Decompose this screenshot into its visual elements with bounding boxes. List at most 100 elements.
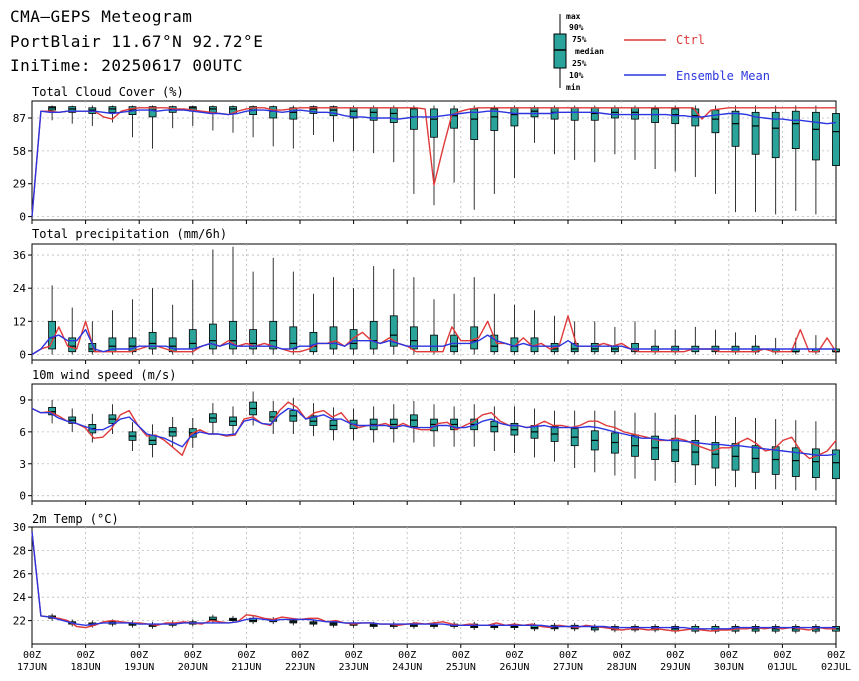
box-body	[651, 108, 659, 123]
x-tick-label-hour: 00Z	[720, 650, 738, 661]
x-tick-label-date: 26JUN	[499, 662, 529, 673]
box-plot	[570, 105, 579, 160]
box-body	[409, 108, 418, 130]
y-tick-label: 0	[19, 348, 26, 361]
box-plot	[691, 326, 700, 355]
ensemble-mean-line	[31, 531, 836, 630]
box-body	[832, 449, 840, 480]
x-tick-label-hour: 00Z	[77, 650, 95, 661]
x-tick-label-date: 27JUN	[553, 662, 583, 673]
x-tick-label-date: 18JUN	[71, 662, 101, 673]
box-plot	[329, 407, 338, 441]
x-tick-label-date: 25JUN	[446, 662, 476, 673]
panel-title-cloud: Total Cloud Cover (%)	[32, 85, 184, 99]
box-plot	[832, 337, 840, 355]
box-body	[570, 107, 579, 121]
box-plot	[148, 424, 157, 458]
legend-25-label: 25%	[572, 59, 587, 68]
box-body	[148, 331, 157, 350]
y-tick-label: 87	[13, 112, 26, 125]
panel-temp: 22 24 26 28 30	[13, 521, 840, 648]
box-body	[309, 106, 318, 114]
box-plot	[369, 406, 378, 443]
box-plot	[470, 105, 479, 210]
chart-title: CMA—GEPS Meteogram	[10, 7, 193, 26]
box-plot	[349, 105, 358, 151]
box-plot	[510, 304, 519, 355]
legend-median-label: median	[575, 47, 604, 56]
y-tick-label: 29	[13, 178, 26, 191]
box-plot	[289, 397, 298, 434]
ctrl-legend-label: Ctrl	[676, 33, 705, 47]
box-body	[369, 320, 378, 350]
box-plot	[711, 415, 720, 487]
box-plot	[249, 615, 258, 625]
box-body	[490, 108, 499, 131]
box-plot	[208, 105, 217, 131]
box-plot	[188, 279, 197, 355]
box-plot	[671, 624, 680, 634]
box-plot	[671, 329, 680, 355]
box-plot	[289, 271, 298, 355]
box-plot	[389, 105, 398, 163]
box-plot	[510, 406, 519, 454]
box-body	[832, 113, 840, 167]
y-tick-label: 28	[13, 544, 26, 557]
box-body	[711, 109, 720, 134]
box-plot	[791, 420, 800, 491]
box-body	[711, 442, 720, 469]
box-plot	[611, 410, 619, 476]
box-plot	[570, 410, 579, 469]
box-plot	[108, 404, 117, 434]
y-tick-label: 24	[13, 591, 27, 604]
y-tick-label: 36	[13, 249, 26, 262]
box-plot	[530, 105, 539, 143]
y-tick-label: 0	[19, 490, 26, 503]
x-tick-label-date: 24JUN	[392, 662, 422, 673]
box-body	[430, 334, 438, 353]
box-body	[389, 107, 398, 123]
x-tick-label-hour: 00Z	[827, 650, 845, 661]
station-location: PortBlair 11.67°N 92.72°E	[10, 32, 264, 51]
legend-lines	[624, 39, 666, 76]
box-plot	[309, 403, 318, 437]
panel-title-wind: 10m wind speed (m/s)	[32, 368, 177, 382]
panel-precip: 0 12 24 36	[13, 243, 840, 364]
box-plot	[751, 418, 760, 490]
x-tick-label-date: 29JUN	[660, 662, 690, 673]
legend-min-label: min	[566, 83, 581, 92]
box-plot	[590, 105, 599, 163]
x-tick-label-hour: 00Z	[559, 650, 577, 661]
box-plot	[791, 105, 800, 211]
box-plot	[530, 310, 539, 355]
box-body	[791, 447, 800, 477]
legend-90-label: 90%	[569, 23, 584, 32]
box-plot	[550, 410, 559, 462]
init-time: IniTime: 20250617 00UTC	[10, 56, 244, 75]
box-plot	[711, 105, 720, 194]
y-tick-label: 26	[13, 568, 26, 581]
box-plot	[590, 410, 599, 473]
box-plot	[128, 299, 137, 355]
box-body	[812, 448, 820, 478]
box-plot	[148, 105, 157, 149]
y-tick-label: 24	[13, 282, 27, 295]
box-plot	[631, 105, 639, 160]
box-plot	[832, 105, 840, 215]
box-body	[430, 108, 438, 138]
box-body	[389, 315, 398, 347]
x-tick-label-hour: 00Z	[398, 650, 416, 661]
ctrl-line	[31, 107, 836, 217]
box-body	[470, 108, 479, 140]
x-tick-label-date: 20JUN	[178, 662, 208, 673]
box-plot	[208, 249, 217, 355]
box-plot	[68, 408, 77, 432]
y-tick-label: 9	[19, 394, 26, 407]
box-plot	[229, 246, 237, 355]
box-plot	[229, 406, 237, 437]
box-plot	[771, 419, 780, 490]
box-body	[731, 110, 740, 147]
x-tick-label-hour: 00Z	[237, 650, 255, 661]
x-tick-label-hour: 00Z	[773, 650, 791, 661]
box-body	[751, 111, 760, 155]
